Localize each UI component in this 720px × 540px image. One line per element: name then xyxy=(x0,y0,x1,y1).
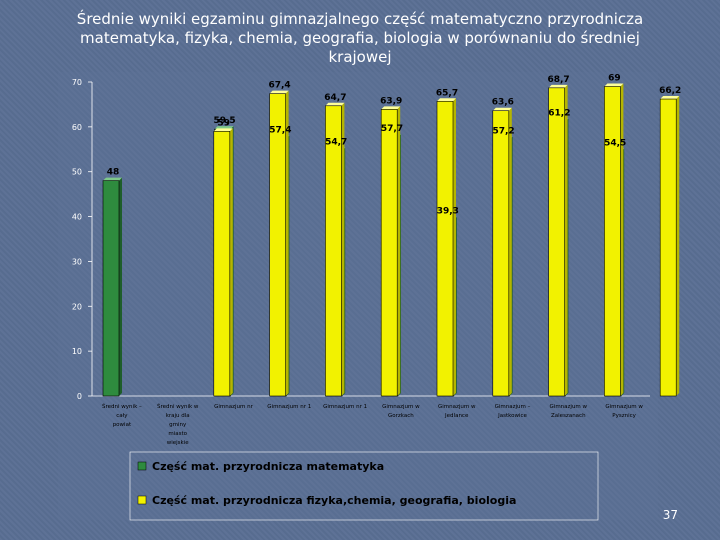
category-label: Gimnazjum w xyxy=(605,404,643,410)
category-label: wiejskie xyxy=(167,440,190,446)
category-label: Gimnazjum nr 1 xyxy=(323,404,367,410)
data-label: 63,6 xyxy=(492,98,514,108)
bar-top xyxy=(548,84,568,88)
bar-top xyxy=(381,106,401,110)
bar-side xyxy=(620,83,624,396)
category-label: Gimnazjum w xyxy=(550,404,588,410)
bar-side xyxy=(119,177,122,396)
bar-side xyxy=(229,128,233,397)
category-label: kraju dla xyxy=(166,413,190,419)
data-label: 57,4 xyxy=(269,126,291,136)
bar-przyroda xyxy=(325,105,342,397)
bar-top xyxy=(660,96,680,100)
bar-side xyxy=(397,106,401,396)
data-label: 69 xyxy=(608,73,621,83)
bar-top xyxy=(269,90,289,94)
bar-top xyxy=(103,177,122,181)
legend-swatch xyxy=(137,461,147,471)
category-label: Gimnazjum w xyxy=(438,404,476,410)
category-label: Jedlance xyxy=(444,413,469,419)
category-label: Gimnazjum – xyxy=(495,404,531,410)
y-tick-label: 0 xyxy=(77,392,82,401)
category-label: Gimnazjum nr xyxy=(214,404,253,410)
data-label: 57,7 xyxy=(381,124,403,134)
bar-przyroda xyxy=(604,86,621,397)
y-tick-label: 50 xyxy=(72,168,82,177)
bar-top xyxy=(492,107,512,111)
y-tick-label: 10 xyxy=(72,347,82,356)
bar-przyroda xyxy=(380,109,398,397)
data-label: 64,7 xyxy=(324,93,346,103)
data-label: 54,5 xyxy=(604,139,626,149)
category-label: cały xyxy=(116,413,128,419)
category-label: Gimnazjum nr 1 xyxy=(267,404,311,410)
category-label: Pysznicy xyxy=(612,413,636,419)
category-label: powiat xyxy=(113,422,132,428)
category-label: gminy xyxy=(169,422,187,428)
title-line-1: Średnie wyniki egzaminu gimnazjalnego cz… xyxy=(76,10,644,28)
bar-przyroda xyxy=(548,87,565,397)
category-label: Średni wynik w xyxy=(157,403,199,410)
data-label: 59,5 xyxy=(213,116,235,126)
slide-title: Średnie wyniki egzaminu gimnazjalnego cz… xyxy=(20,10,700,67)
legend-label: Część mat. przyrodnicza matematyka xyxy=(152,460,384,473)
data-label: 54,7 xyxy=(325,138,347,148)
bar-przyroda xyxy=(492,110,510,397)
slide-number: 37 xyxy=(662,508,678,522)
bar-matematyka xyxy=(102,180,120,397)
category-label: Jastkowice xyxy=(497,413,527,419)
bar-top xyxy=(437,98,456,102)
bar-side xyxy=(676,96,680,396)
bar-side xyxy=(564,84,568,397)
bar-przyroda xyxy=(436,100,454,397)
category-label: Zaleszanach xyxy=(551,413,586,419)
category-label: Średni wynik – xyxy=(102,403,142,410)
bar-side xyxy=(341,102,345,396)
data-label: 61,2 xyxy=(548,108,570,118)
bar-side xyxy=(508,107,512,397)
category-label: miasto xyxy=(168,431,187,437)
bar-przyroda xyxy=(213,131,231,397)
legend-box xyxy=(129,451,599,521)
y-tick-label: 60 xyxy=(72,123,82,132)
data-label: 63,9 xyxy=(380,96,402,106)
y-tick-label: 70 xyxy=(72,78,82,87)
data-label: 67,4 xyxy=(268,81,290,91)
y-tick-label: 20 xyxy=(72,302,82,311)
title-line-2: matematyka, fizyka, chemia, geografia, b… xyxy=(80,29,640,47)
legend-label: Część mat. przyrodnicza fizyka,chemia, g… xyxy=(152,494,516,507)
bar-przyroda xyxy=(659,98,677,397)
data-label: 48 xyxy=(107,168,120,178)
bar-side xyxy=(285,90,289,397)
y-tick-label: 40 xyxy=(72,213,82,222)
bar-top xyxy=(604,83,624,87)
legend-swatch xyxy=(137,495,147,505)
category-label: Gorzkach xyxy=(388,413,414,419)
data-label: 57,2 xyxy=(492,126,514,136)
bar-top xyxy=(325,102,345,106)
data-label: 68,7 xyxy=(547,75,569,85)
title-line-3: krajowej xyxy=(328,48,392,66)
category-label: Gimnazjum w xyxy=(382,404,420,410)
data-label: 66,2 xyxy=(659,86,681,96)
bar-top xyxy=(213,128,233,132)
bar-przyroda xyxy=(269,93,286,397)
bar-side xyxy=(453,98,456,396)
data-label: 65,7 xyxy=(436,88,458,98)
y-tick-label: 30 xyxy=(72,257,82,266)
data-label: 59 xyxy=(218,118,231,128)
data-label: 39,3 xyxy=(437,207,459,217)
